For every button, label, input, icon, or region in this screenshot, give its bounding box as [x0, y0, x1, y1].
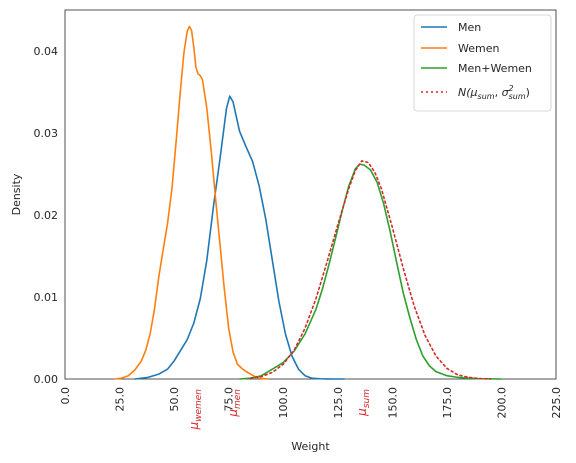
annotation-mu-wemen: μwemen — [187, 389, 204, 431]
x-tick-label: 200.0 — [495, 387, 508, 419]
series-layer — [114, 25, 503, 380]
legend-label-men: Men — [458, 21, 481, 34]
x-tick-label: 25.0 — [114, 387, 127, 412]
series-line-men — [134, 95, 346, 380]
mu-annotations: μwemen μmen μsum — [187, 389, 372, 431]
series-line-wemen — [114, 25, 269, 380]
x-tick-label: 100.0 — [277, 387, 290, 419]
annotation-mu-sum: μsum — [355, 389, 372, 417]
y-tick-label: 0.01 — [34, 291, 59, 304]
y-axis-label: Density — [10, 173, 23, 215]
y-tick-label: 0.02 — [34, 209, 59, 222]
legend-label-men-wemen: Men+Wemen — [458, 62, 532, 75]
x-tick-label: 75.0 — [223, 387, 236, 412]
y-ticks: 0.00 0.01 0.02 0.03 0.04 — [34, 45, 59, 386]
x-tick-label: 50.0 — [168, 387, 181, 412]
x-tick-label: 0.0 — [59, 387, 72, 405]
y-tick-label: 0.00 — [34, 373, 59, 386]
x-tick-label: 125.0 — [332, 387, 345, 419]
annotation-mu-men: μmen — [226, 389, 243, 418]
legend-entry-normal: N(μsum, σ2 sum) — [421, 84, 530, 101]
x-tick-label: 150.0 — [386, 387, 399, 419]
x-axis-label: Weight — [291, 440, 330, 453]
legend: Men Wemen Men+Wemen N(μsum, σ2 sum) — [413, 14, 552, 112]
series-line-normal — [249, 160, 492, 380]
legend-entry-men: Men — [421, 21, 481, 34]
x-tick-label: 225.0 — [550, 387, 563, 419]
x-ticks: 0.0 25.0 50.0 75.0 100.0 125.0 150.0 175.0 200.0… — [59, 387, 563, 419]
legend-label-wemen: Wemen — [458, 42, 499, 55]
legend-entry-men-wemen: Men+Wemen — [421, 62, 532, 75]
y-tick-label: 0.03 — [34, 127, 59, 140]
legend-box — [413, 14, 552, 112]
legend-entry-wemen: Wemen — [421, 42, 499, 55]
x-tick-label: 175.0 — [441, 387, 454, 419]
legend-label-normal: N(μsum, σ2 sum) — [458, 84, 530, 101]
y-tick-label: 0.04 — [34, 45, 59, 58]
